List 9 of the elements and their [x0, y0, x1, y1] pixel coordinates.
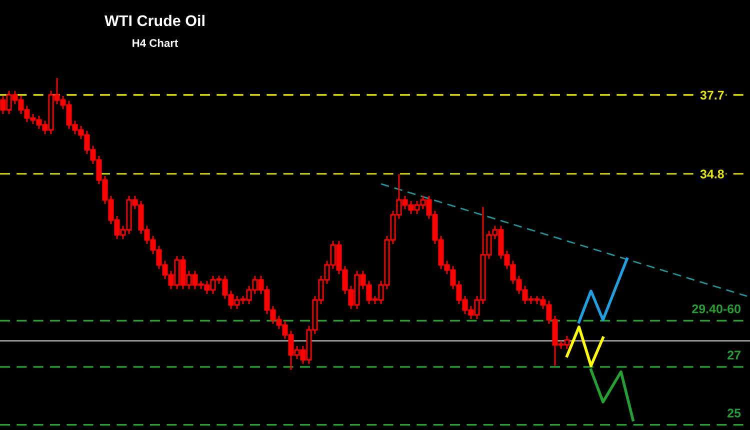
line-series [566, 326, 604, 368]
y-tick-label: 37.7 [700, 90, 724, 100]
annotation: 25 [728, 408, 741, 418]
text: H4 Chart [132, 38, 178, 47]
annotation: 27 [728, 350, 740, 360]
line-series [578, 258, 628, 324]
ref-line-label: 29.40-60 [692, 304, 740, 314]
y-tick-label: 34.8 [700, 170, 724, 178]
text: WTI Crude Oil [104, 14, 204, 26]
